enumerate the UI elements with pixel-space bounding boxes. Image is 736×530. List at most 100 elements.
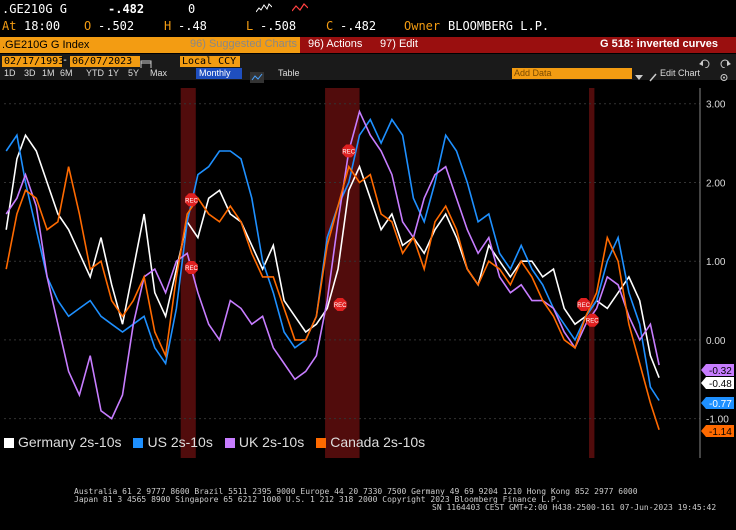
range-button-3d[interactable]: 3D (24, 68, 36, 78)
low-label: L (246, 19, 254, 33)
range-button-1m[interactable]: 1M (42, 68, 55, 78)
open-value: -.502 (98, 19, 135, 33)
last-value-label: -0.77 (709, 399, 732, 410)
last-value-labels: -0.32 -0.48 -0.77 -1.14 (701, 364, 734, 438)
y-tick-label: 1.00 (706, 257, 726, 268)
legend: Germany 2s-10s US 2s-10s UK 2s-10s Canada 2… (4, 432, 437, 451)
edit-menu[interactable]: 97) Edit (380, 38, 418, 50)
range-button-5y[interactable]: 5Y (128, 68, 140, 78)
date-separator: - (62, 55, 69, 66)
dropdown-icon[interactable] (634, 68, 644, 87)
close-value: -.482 (340, 19, 377, 33)
recession-marker (585, 313, 599, 327)
recession-marker-label: REC (577, 303, 590, 309)
quote-row-1: .GE210G G -.482 0 (0, 0, 736, 18)
y-axis: 3.00 2.00 1.00 0.00 -1.00 (699, 88, 729, 458)
range-button-ytd[interactable]: YTD (86, 68, 104, 78)
y-tick-label: 3.00 (706, 100, 726, 111)
last-value-label: -0.48 (709, 379, 732, 390)
line-chart[interactable]: REC REC REC REC REC REC 3.00 2.00 1.00 0.00 -1.00… (0, 80, 736, 460)
recession-marker (342, 144, 356, 158)
recession-band (589, 88, 595, 458)
start-date-input[interactable]: 02/17/1993 (2, 56, 65, 67)
legend-item-germany[interactable]: Germany 2s-10s (4, 434, 121, 450)
last-value-tag (701, 425, 734, 437)
recession-marker-label: REC (185, 198, 198, 204)
grid (4, 103, 700, 420)
index-name: .GE210G G Index (2, 39, 90, 51)
actions-menu[interactable]: 96) Actions (308, 38, 363, 50)
index-name-field[interactable]: .GE210G G Index (0, 37, 300, 53)
legend-label: Canada 2s-10s (330, 434, 426, 450)
table-button[interactable]: Table (278, 68, 300, 78)
legend-label: US 2s-10s (147, 434, 213, 450)
low-value: -.508 (260, 19, 297, 33)
undo-icon[interactable] (698, 55, 712, 74)
change: 0 (188, 2, 196, 16)
redo-icon[interactable] (718, 55, 732, 74)
recession-marker-label: REC (342, 149, 355, 155)
recession-marker-label: REC (586, 319, 599, 325)
suggested-charts-button[interactable]: 96) Suggested Charts (190, 38, 298, 50)
high-value: -.48 (178, 19, 207, 33)
add-data-input[interactable]: Add Data (512, 68, 632, 79)
last-value-tag (701, 377, 734, 389)
ticker: .GE210G G (2, 2, 68, 16)
at-label: At (2, 19, 17, 33)
series-line-us (5, 117, 660, 401)
legend-item-canada[interactable]: Canada 2s-10s (316, 434, 425, 450)
series-line-germany (5, 133, 660, 378)
range-button-1d[interactable]: 1D (4, 68, 16, 78)
recession-markers: REC REC REC REC REC REC (185, 144, 599, 327)
recession-marker (333, 298, 347, 311)
recession-marker (577, 298, 591, 311)
settings-icon[interactable] (718, 68, 730, 87)
footer-line-1: Australia 61 2 9777 8600 Brazil 5511 239… (74, 487, 638, 496)
recession-marker (185, 193, 198, 207)
legend-swatch (316, 438, 327, 449)
chart-icon[interactable] (291, 2, 309, 17)
owner-label: Owner (404, 19, 441, 33)
series-line-uk (5, 109, 660, 420)
series-lines (5, 109, 660, 430)
edit-chart-button[interactable]: Edit Chart (660, 68, 701, 78)
recession-bands (180, 88, 595, 458)
y-tick-label: -1.00 (706, 415, 729, 426)
range-button-6m[interactable]: 6M (60, 68, 73, 78)
range-button-max[interactable]: Max (150, 68, 168, 78)
y-tick-label: 2.00 (706, 178, 726, 189)
legend-item-uk[interactable]: UK 2s-10s (224, 434, 305, 450)
currency-select[interactable]: Local CCY (180, 56, 240, 67)
recession-marker-label: REC (334, 303, 347, 309)
high-label: H (164, 19, 172, 33)
sparkline-icon (255, 2, 273, 17)
close-label: C (326, 19, 334, 33)
last-value-label: -0.32 (709, 366, 732, 377)
owner-value: BLOOMBERG L.P. (448, 19, 550, 33)
y-tick-label: 0.00 (706, 336, 726, 347)
legend-swatch (4, 438, 14, 449)
frequency-select[interactable]: Monthly (196, 68, 242, 79)
last-value-tag (701, 364, 734, 376)
recession-marker-label: REC (185, 266, 198, 272)
footer: Australia 61 2 9777 8600 Brazil 5511 239… (0, 486, 736, 530)
legend-label: Germany 2s-10s (18, 434, 122, 450)
line-chart-icon[interactable] (250, 68, 264, 87)
series-line-canada (5, 164, 660, 430)
footer-line-3: SN 1164403 CEST GMT+2:00 H438-2500-161 0… (432, 503, 717, 512)
quote-row-2: At 18:00 O -.502 H -.48 L -.508 C -.482 … (0, 18, 736, 36)
range-button-1y[interactable]: 1Y (108, 68, 120, 78)
last-value-label: -1.14 (709, 427, 732, 438)
legend-label: UK 2s-10s (238, 434, 305, 450)
footer-line-2: Japan 81 3 4565 8900 Singapore 65 6212 1… (74, 495, 561, 504)
recession-marker (185, 261, 198, 274)
legend-swatch (133, 438, 144, 449)
page-title: G 518: inverted curves (600, 38, 719, 50)
last-price: -.482 (108, 2, 145, 16)
end-date-input[interactable]: 06/07/2023 (70, 56, 140, 67)
edit-chart-icon[interactable] (648, 68, 658, 87)
open-label: O (84, 19, 92, 33)
legend-swatch (224, 438, 235, 449)
time: 18:00 (24, 19, 61, 33)
legend-item-us[interactable]: US 2s-10s (133, 434, 213, 450)
